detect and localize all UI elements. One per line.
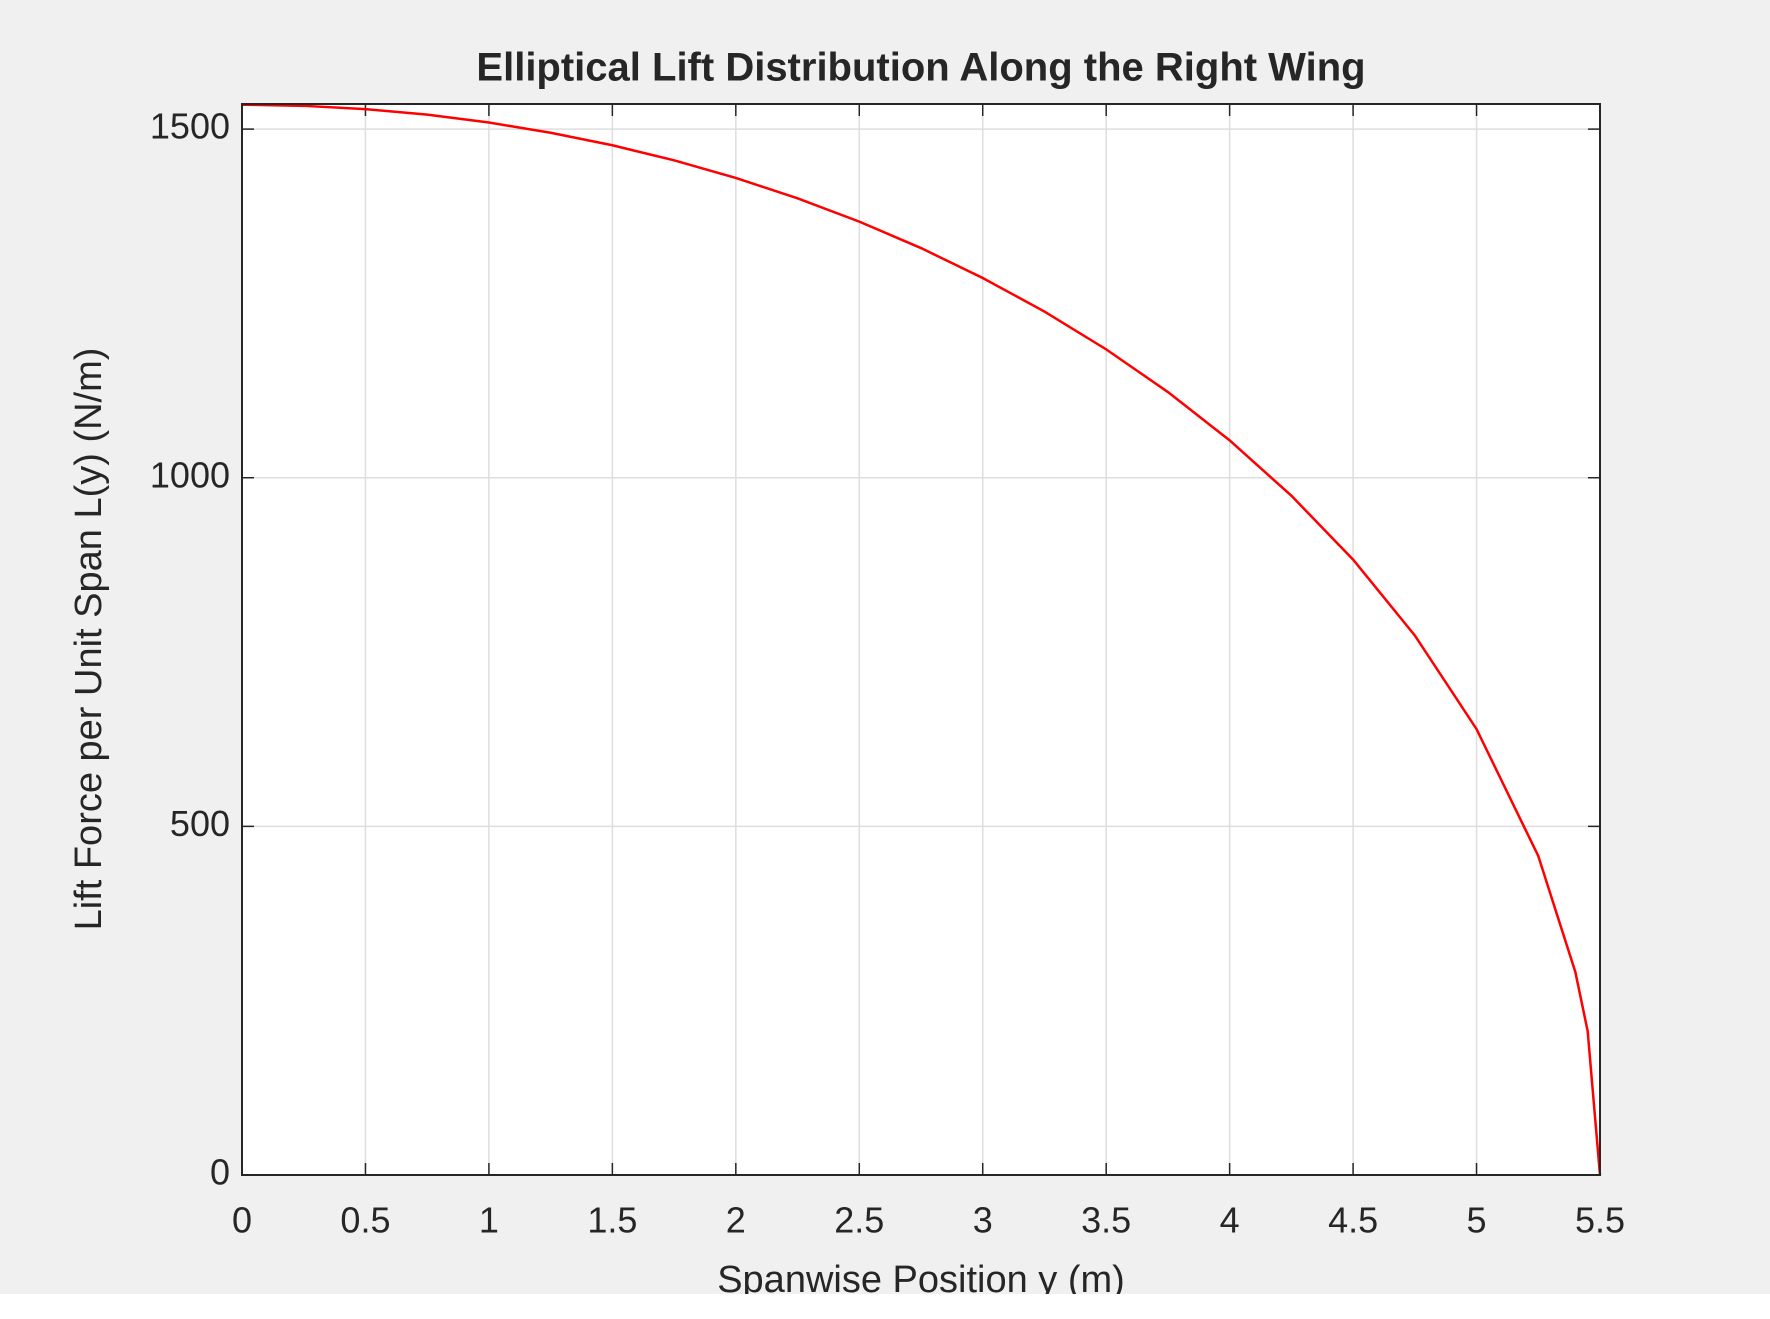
x-tick-label: 4.5 bbox=[1328, 1200, 1378, 1241]
x-tick-label: 0 bbox=[232, 1200, 252, 1241]
x-tick-label: 1 bbox=[479, 1200, 499, 1241]
axes-background bbox=[242, 104, 1600, 1175]
y-axis-label: Lift Force per Unit Span L(y) (N/m) bbox=[68, 348, 110, 931]
x-tick-label: 4 bbox=[1220, 1200, 1240, 1241]
x-tick-label: 5.5 bbox=[1575, 1200, 1625, 1241]
x-tick-label: 0.5 bbox=[340, 1200, 390, 1241]
x-tick-label: 5 bbox=[1467, 1200, 1487, 1241]
x-tick-label: 1.5 bbox=[587, 1200, 637, 1241]
y-tick-label: 1500 bbox=[150, 106, 230, 147]
chart-title: Elliptical Lift Distribution Along the R… bbox=[476, 46, 1365, 90]
x-tick-label: 3 bbox=[973, 1200, 993, 1241]
axes-box bbox=[241, 103, 1601, 1176]
y-tick-label: 1000 bbox=[150, 454, 230, 495]
data-line bbox=[241, 103, 1602, 1176]
y-tick-label: 0 bbox=[210, 1152, 230, 1193]
x-tick-label: 2 bbox=[726, 1200, 746, 1241]
x-tick-label: 2.5 bbox=[834, 1200, 884, 1241]
bottom-margin bbox=[0, 1294, 1770, 1319]
x-tick-label: 3.5 bbox=[1081, 1200, 1131, 1241]
y-tick-label: 500 bbox=[170, 803, 230, 844]
